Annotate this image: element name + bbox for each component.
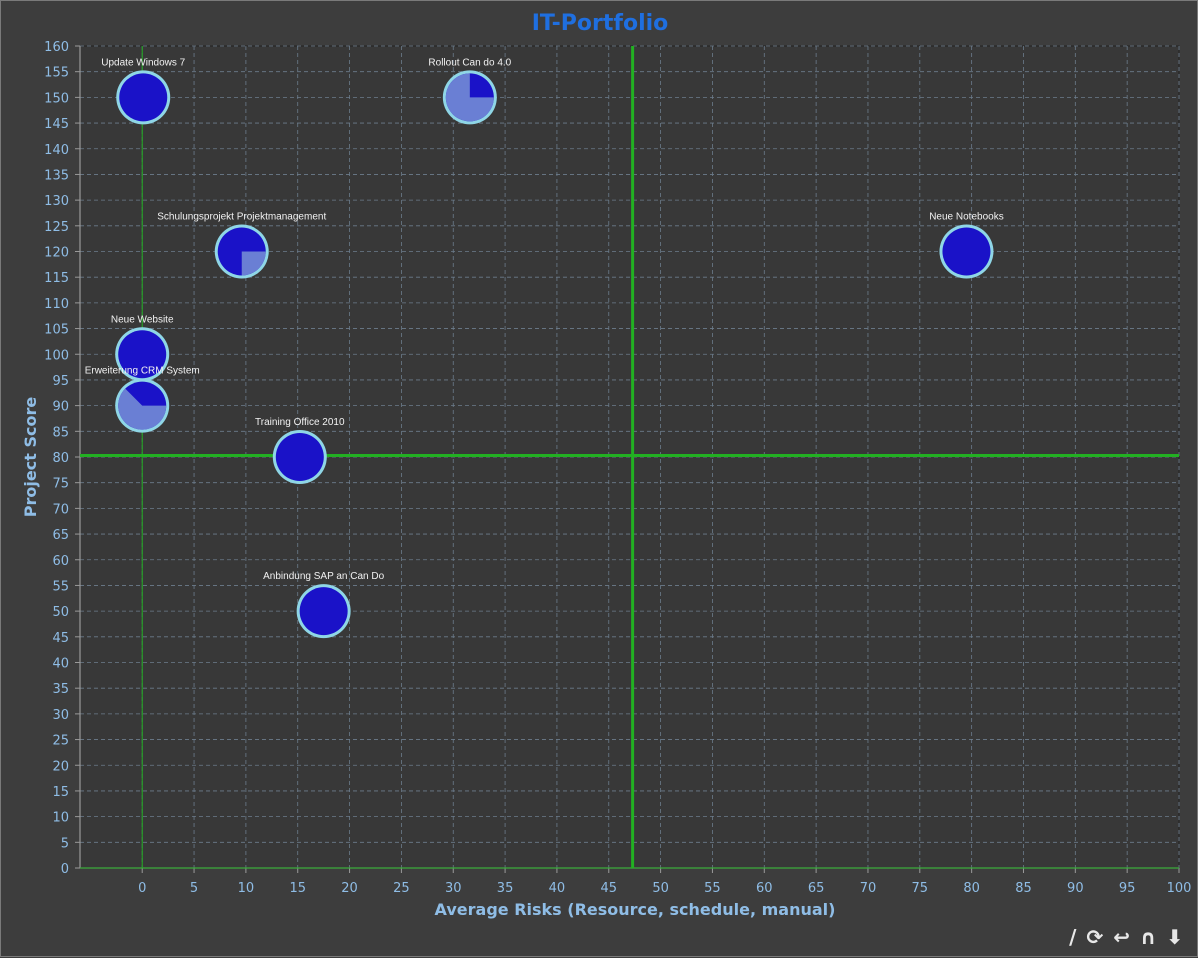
bubble-label: Anbindung SAP an Can Do — [263, 571, 384, 582]
y-tick-label: 30 — [52, 708, 69, 723]
bubble: Rollout Can do 4.0 — [428, 57, 512, 125]
x-tick-label: 50 — [652, 881, 669, 896]
chart-title: IT-Portfolio — [532, 11, 669, 36]
y-tick-label: 130 — [44, 194, 69, 209]
bubble-progress — [118, 388, 167, 430]
bubble-label: Erweiterung CRM System — [85, 366, 200, 377]
bubble-label: Schulungsprojekt Projektmanagement — [157, 212, 326, 223]
y-tick-label: 75 — [52, 477, 69, 492]
x-tick-label: 25 — [393, 881, 410, 896]
x-tick-label: 100 — [1167, 881, 1192, 896]
y-tick-label: 115 — [44, 271, 69, 286]
x-tick-label: 95 — [1119, 881, 1136, 896]
y-tick-label: 140 — [44, 143, 69, 158]
y-tick-label: 95 — [52, 374, 69, 389]
slash-icon[interactable]: / — [1069, 925, 1077, 949]
y-axis-title: Project Score — [21, 397, 40, 518]
y-tick-label: 155 — [44, 66, 69, 81]
y-tick-label: 120 — [44, 246, 69, 261]
y-tick-label: 45 — [52, 631, 69, 646]
y-tick-label: 80 — [52, 451, 69, 466]
x-tick-label: 80 — [963, 881, 980, 896]
y-tick-label: 20 — [52, 759, 69, 774]
bubble-body — [299, 587, 348, 636]
x-tick-label: 65 — [808, 881, 825, 896]
x-tick-label: 30 — [445, 881, 462, 896]
x-tick-label: 70 — [860, 881, 877, 896]
plot-area: 0 5 10 15 20 25 30 35 40 45 50 55 60 65 70 75 80 85 90 95 10… — [44, 40, 1191, 896]
arch-icon[interactable]: ∩ — [1139, 925, 1157, 949]
x-tick-label: 60 — [756, 881, 773, 896]
bubble: Neue Website — [111, 314, 174, 382]
x-tick-label: 45 — [600, 881, 617, 896]
y-tick-label: 145 — [44, 117, 69, 132]
y-tick-label: 35 — [52, 682, 69, 697]
bubble: Schulungsprojekt Projektmanagement — [157, 212, 326, 279]
y-tick-label: 90 — [52, 400, 69, 415]
bubble: Neue Notebooks — [929, 212, 1004, 279]
y-tick-label: 150 — [44, 91, 69, 106]
bubble-body — [119, 73, 168, 122]
bubble-label: Rollout Can do 4.0 — [428, 57, 511, 68]
bubble: Erweiterung CRM System — [85, 366, 200, 433]
refresh-icon[interactable]: ⟳ — [1086, 925, 1104, 949]
y-tick-label: 5 — [61, 836, 69, 851]
bubble-label: Training Office 2010 — [255, 417, 345, 428]
chart-toolbar: / ⟳ ↩ ∩ ⬇ — [1069, 926, 1183, 948]
y-tick-label: 55 — [52, 579, 69, 594]
y-tick-label: 60 — [52, 554, 69, 569]
y-tick-label: 125 — [44, 220, 69, 235]
y-tick-label: 160 — [44, 40, 69, 55]
bubble-label: Neue Website — [111, 314, 174, 325]
bubble-progress — [445, 73, 494, 122]
x-tick-label: 10 — [238, 881, 255, 896]
bubble: Anbindung SAP an Can Do — [263, 571, 385, 639]
bubble-progress — [241, 251, 266, 276]
y-tick-label: 100 — [44, 348, 69, 363]
x-tick-label: 0 — [138, 881, 146, 896]
undo-icon[interactable]: ↩ — [1113, 925, 1130, 949]
x-tick-label: 85 — [1015, 881, 1032, 896]
y-tick-label: 110 — [44, 297, 69, 312]
y-tick-label: 15 — [52, 785, 69, 800]
bubble-body — [942, 227, 991, 276]
x-tick-label: 55 — [704, 881, 721, 896]
x-tick-label: 35 — [497, 881, 514, 896]
x-tick-label: 20 — [341, 881, 358, 896]
y-tick-label: 65 — [52, 528, 69, 543]
y-tick-label: 85 — [52, 425, 69, 440]
y-tick-label: 135 — [44, 168, 69, 183]
bubble: Training Office 2010 — [255, 417, 345, 484]
down-arrow-icon[interactable]: ⬇ — [1166, 925, 1183, 949]
x-tick-label: 90 — [1067, 881, 1084, 896]
y-tick-label: 105 — [44, 323, 69, 338]
y-tick-label: 10 — [52, 811, 69, 826]
y-tick-label: 40 — [52, 657, 69, 672]
y-tick-label: 25 — [52, 734, 69, 749]
x-tick-label: 75 — [912, 881, 929, 896]
y-tick-label: 70 — [52, 502, 69, 517]
bubble: Update Windows 7 — [101, 57, 186, 125]
bubble-label: Update Windows 7 — [101, 57, 185, 68]
bubble-body — [275, 433, 324, 481]
bubble-label: Neue Notebooks — [929, 212, 1004, 223]
y-tick-label: 0 — [61, 862, 69, 877]
x-axis-title: Average Risks (Resource, schedule, manua… — [435, 900, 836, 919]
bubble-body — [118, 330, 167, 379]
x-tick-label: 15 — [289, 881, 306, 896]
x-tick-label: 40 — [549, 881, 566, 896]
x-tick-label: 5 — [190, 881, 198, 896]
y-tick-label: 50 — [52, 605, 69, 620]
